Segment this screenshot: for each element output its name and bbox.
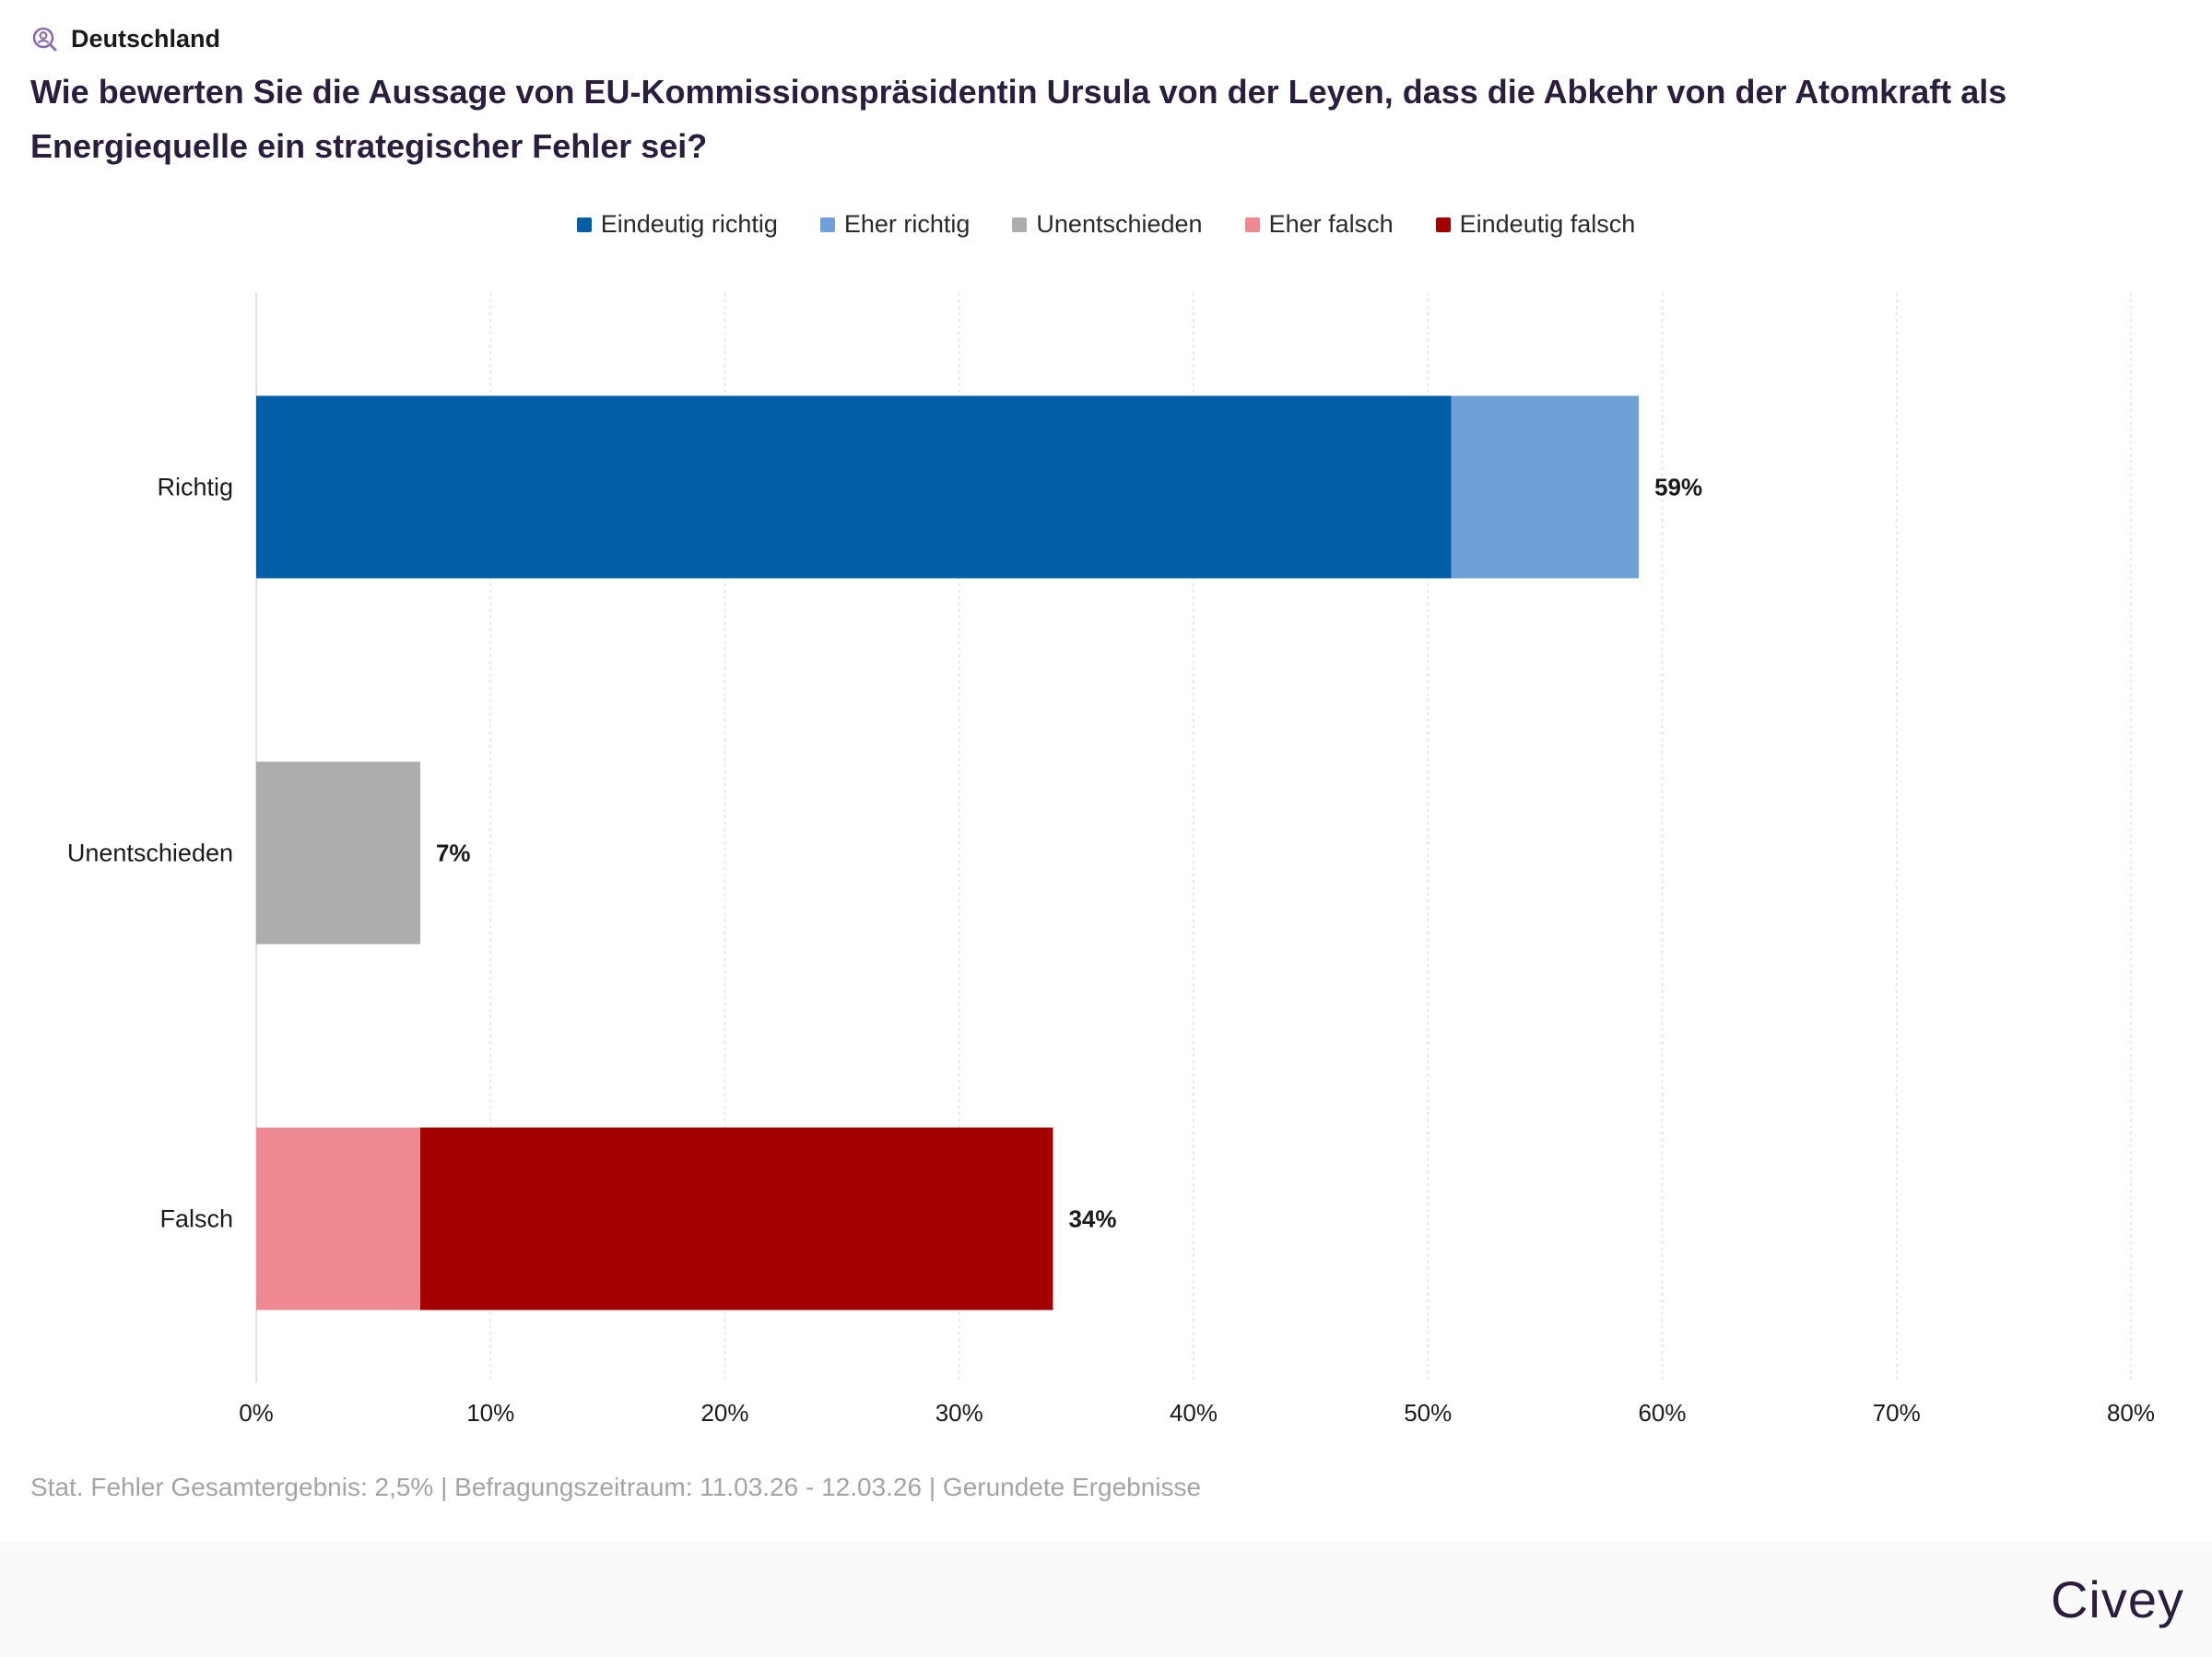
legend-swatch [819,217,835,232]
x-tick-label: 40% [1170,1399,1218,1427]
legend-label: Eher richtig [843,210,971,238]
x-tick-label: 10% [466,1399,514,1427]
x-tick-label: 0% [239,1399,274,1427]
category-label: Richtig [157,474,233,501]
x-tick-label: 80% [2107,1399,2155,1427]
chart-header: Deutschland Wie bewerten Sie die Aussage… [30,20,2178,173]
legend-swatch [576,217,592,232]
category-label: Unentschieden [67,840,233,867]
region-label: Deutschland [71,24,221,53]
legend: Eindeutig richtig Eher richtig Unentschied… [0,210,2212,239]
bar-segment [1451,395,1640,579]
legend-swatch [1244,217,1260,232]
legend-label: Eher falsch [1268,210,1394,238]
bar-segment [256,761,420,945]
legend-item: Unentschieden [1012,210,1203,239]
person-search-icon [32,27,57,52]
legend-item: Eher falsch [1244,210,1394,239]
total-label: 34% [1068,1205,1116,1233]
legend-item: Eindeutig richtig [576,210,778,239]
total-label: 59% [1654,474,1702,501]
x-tick-label: 50% [1404,1399,1452,1427]
bar-segment [419,1127,1053,1310]
bar-chart: 0% 10% 20% 30% 40% 50% 60% 70% 80% Richtig 59% Unen… [67,293,2155,1427]
category-label: Falsch [159,1205,233,1233]
legend-item: Eindeutig falsch [1435,210,1636,239]
x-tick-label: 20% [700,1399,748,1427]
legend-label: Eindeutig falsch [1459,210,1636,238]
footnote: Stat. Fehler Gesamtergebnis: 2,5% | Befr… [30,1473,1202,1501]
region-row: Deutschland [30,20,2178,57]
chart-title: Wie bewerten Sie die Aussage von EU-Komm… [30,73,2007,165]
legend-item: Eher richtig [819,210,971,239]
legend-label: Eindeutig richtig [600,210,778,238]
legend-label: Unentschieden [1036,210,1203,238]
legend-swatch [1435,217,1451,232]
footer: Civey [0,1542,2212,1657]
brand-logo: Civey [2050,1570,2184,1628]
x-tick-label: 60% [1638,1399,1686,1427]
x-tick-label: 30% [935,1399,983,1427]
bar-segment [256,395,1452,579]
total-label: 7% [436,840,471,867]
bar-segment [256,1127,420,1310]
x-tick-label: 70% [1873,1399,1921,1427]
legend-swatch [1012,217,1028,232]
